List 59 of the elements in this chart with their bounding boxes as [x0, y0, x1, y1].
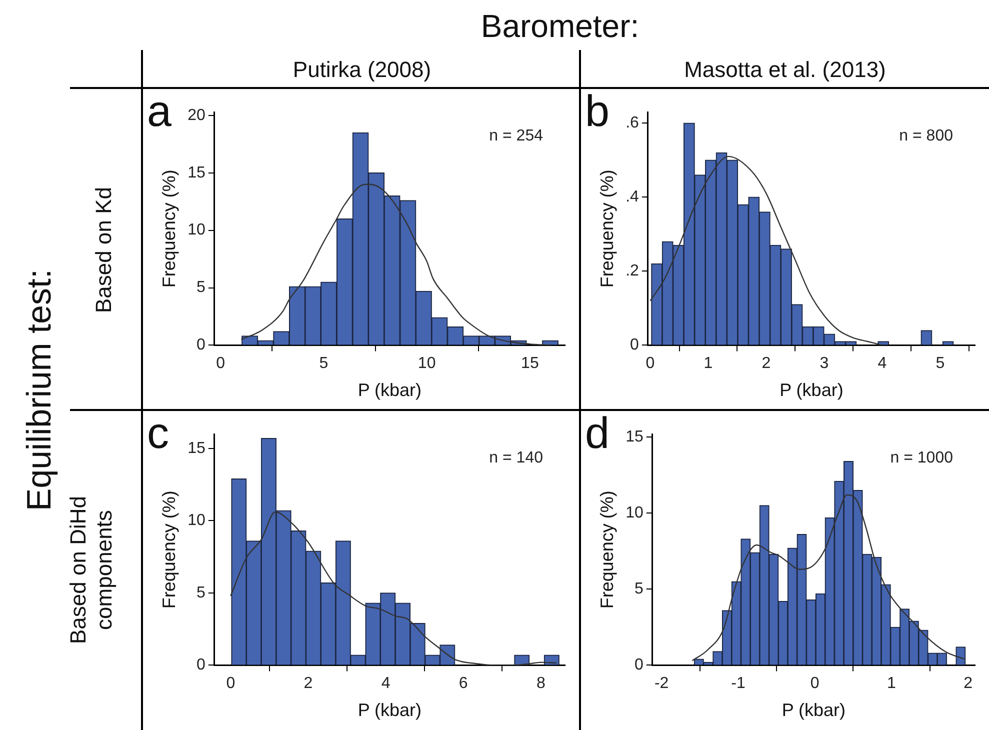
y-tick-label: 5 [634, 580, 644, 598]
chart-title: d [585, 409, 610, 458]
y-tick-label: 0 [634, 656, 644, 674]
x-tick-label: 3 [820, 355, 829, 372]
y-tick-label: 10 [188, 222, 206, 239]
x-tick-label: 10 [418, 355, 436, 372]
chart-title: b [585, 87, 610, 136]
x-tick-label: -2 [654, 675, 669, 692]
y-tick-label: 0 [630, 336, 640, 354]
x-tick-label: 1 [704, 355, 713, 372]
y-tick-label: 10 [626, 504, 644, 522]
x-tick-label: 0 [226, 675, 236, 692]
x-tick-label: 1 [887, 675, 896, 692]
y-tick-label: 0 [196, 336, 206, 354]
x-axis-title: P (kbar) [358, 380, 422, 400]
x-tick-label: 0 [216, 355, 226, 372]
y-axis-title: Frequency (%) [596, 170, 617, 288]
y-tick-label: 10 [188, 512, 206, 530]
x-tick-label: 4 [381, 675, 390, 692]
x-tick-label: 8 [536, 675, 546, 692]
y-tick-label: 0 [196, 656, 206, 674]
x-axis-title: P (kbar) [780, 380, 844, 400]
y-tick-label: .4 [626, 188, 640, 206]
annotation: n = 140 [489, 449, 544, 466]
x-axis-title: P (kbar) [358, 700, 422, 720]
x-tick-label: 4 [878, 355, 887, 372]
text: Masotta et al. (2013) [684, 56, 886, 84]
annotation: n = 800 [899, 127, 954, 144]
x-tick-label: 5 [319, 355, 328, 372]
x-tick-label: 6 [458, 675, 468, 692]
y-tick-label: 15 [188, 164, 206, 182]
y-axis-title: Frequency (%) [158, 490, 179, 609]
annotation: n = 254 [489, 127, 544, 144]
x-tick-label: 15 [521, 355, 539, 372]
text: Putirka (2008) [292, 56, 432, 84]
text: Based on Kd [90, 186, 117, 315]
y-tick-label: 5 [196, 279, 206, 296]
y-tick-label: 15 [626, 428, 644, 446]
x-tick-label: 5 [936, 355, 945, 372]
y-tick-label: 5 [196, 584, 206, 602]
x-tick-label: -1 [731, 675, 746, 692]
text: Based on DiHd components [66, 495, 118, 646]
x-tick-label: 2 [304, 675, 313, 692]
x-tick-label: 2 [964, 675, 973, 692]
x-tick-label: 2 [762, 355, 771, 372]
chart-title: a [147, 87, 172, 136]
y-axis-title: Frequency (%) [596, 490, 617, 609]
y-tick-label: .6 [626, 114, 640, 132]
x-tick-label: 0 [646, 355, 655, 372]
y-axis-title: Frequency (%) [158, 170, 179, 288]
chart-title: c [147, 409, 169, 458]
x-tick-label: 0 [810, 675, 820, 692]
y-tick-label: 15 [188, 440, 206, 457]
text: Equilibrium test: [20, 268, 60, 513]
x-axis-title: P (kbar) [782, 700, 846, 720]
y-tick-label: 20 [188, 106, 206, 124]
y-tick-label: .2 [626, 262, 640, 280]
annotation: n = 1000 [890, 449, 954, 466]
text: Barometer: [480, 6, 640, 46]
